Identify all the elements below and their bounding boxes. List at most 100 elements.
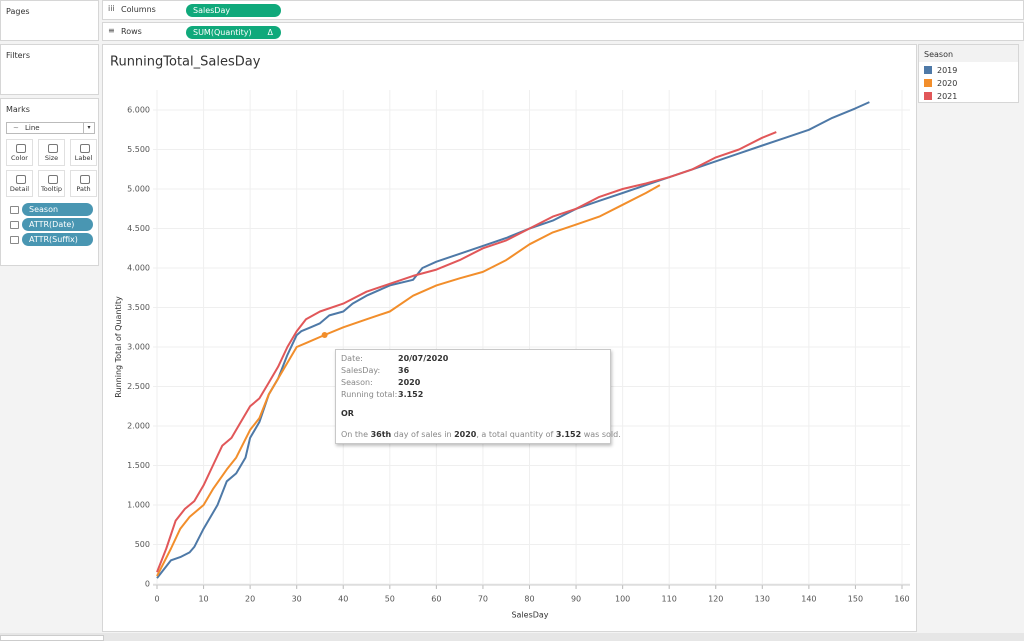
x-tick-label: 130 — [755, 595, 770, 604]
legend-title: Season — [924, 50, 954, 59]
marks-title: Marks — [6, 105, 30, 114]
tooltip-value: 20/07/2020 — [398, 354, 449, 363]
rows-label: Rows — [121, 27, 142, 36]
mark-button[interactable]: Path — [70, 170, 97, 197]
tooltip-sentence-part: was sold. — [581, 430, 621, 439]
x-tick-label: 50 — [385, 595, 395, 604]
columns-label: Columns — [121, 5, 156, 14]
x-tick-label: 160 — [894, 595, 909, 604]
x-tick-label: 150 — [848, 595, 863, 604]
mark-button-icon — [48, 144, 58, 153]
filters-title: Filters — [6, 51, 30, 60]
y-tick-label: 500 — [135, 540, 150, 549]
legend-entry[interactable]: 2021 — [924, 91, 957, 102]
columns-pill[interactable]: SalesDay — [186, 4, 281, 17]
mark-button[interactable]: Label — [70, 139, 97, 166]
x-tick-label: 110 — [662, 595, 677, 604]
x-tick-label: 10 — [198, 595, 208, 604]
x-tick-label: 60 — [431, 595, 441, 604]
x-tick-label: 80 — [524, 595, 534, 604]
x-tick-label: 0 — [154, 595, 159, 604]
tooltip-key: Season: — [341, 378, 373, 387]
tooltip-sentence-part: 2020 — [454, 430, 477, 439]
pages-title: Pages — [6, 7, 30, 16]
mark-button-icon — [48, 175, 58, 184]
mark-button-label: Label — [74, 154, 93, 162]
mark-pill-icon — [10, 236, 19, 244]
y-tick-label: 2.000 — [127, 422, 150, 431]
tooltip-key: Running total: — [341, 390, 398, 399]
x-tick-label: 100 — [615, 595, 630, 604]
legend-swatch — [924, 92, 932, 100]
x-tick-label: 40 — [338, 595, 348, 604]
y-tick-label: 3.500 — [127, 303, 150, 312]
tooltip-sentence-part: On the — [341, 430, 371, 439]
legend: Season 2019 2020 2021 — [918, 44, 1019, 103]
tooltip-row: SalesDay: 36 — [341, 366, 409, 375]
sheet-tabs — [0, 633, 1024, 641]
filters-panel: Filters — [0, 44, 99, 95]
mark-pill[interactable]: ATTR(Suffix) — [22, 233, 93, 246]
y-tick-label: 1.000 — [127, 501, 150, 510]
rows-pill[interactable]: SUM(Quantity) Δ — [186, 26, 281, 39]
mark-button[interactable]: Detail — [6, 170, 33, 197]
legend-label: 2020 — [937, 79, 958, 88]
mark-button-label: Path — [76, 185, 91, 193]
y-axis-label: Running Total of Quantity — [114, 296, 123, 398]
rows-shelf: ≡ Rows SUM(Quantity) Δ — [102, 22, 1024, 41]
tooltip-value: 2020 — [398, 378, 421, 387]
legend-entry[interactable]: 2020 — [924, 78, 957, 89]
mark-button[interactable]: Tooltip — [38, 170, 65, 197]
x-axis-label: SalesDay — [511, 611, 548, 620]
mark-pill[interactable]: Season — [22, 203, 93, 216]
y-tick-label: 0 — [145, 580, 150, 589]
tooltip-key: Date: — [341, 354, 363, 363]
y-tick-label: 5.000 — [127, 185, 150, 194]
tooltip-value: 3.152 — [398, 390, 424, 399]
x-tick-label: 90 — [571, 595, 581, 604]
y-tick-label: 1.500 — [127, 461, 150, 470]
y-tick-label: 4.000 — [127, 264, 150, 273]
x-tick-label: 120 — [708, 595, 723, 604]
legend-label: 2021 — [937, 92, 958, 101]
y-tick-label: 3.000 — [127, 343, 150, 352]
mark-pill-icon — [10, 221, 19, 229]
tooltip-sentence-part: day of sales in — [391, 430, 455, 439]
marks-panel: Marks ~ Line ▾ Color Size Label Detail Toolt… — [0, 98, 99, 266]
tooltip-value: 36 — [398, 366, 410, 375]
y-tick-label: 6.000 — [127, 106, 150, 115]
y-tick-label: 5.500 — [127, 145, 150, 154]
series-line — [156, 131, 777, 573]
mark-type-dropdown[interactable]: ~ Line ▾ — [6, 122, 95, 134]
columns-shelf: iii Columns SalesDay — [102, 0, 1024, 20]
mark-button[interactable]: Size — [38, 139, 65, 166]
tooltip-row: Running total:3.152 — [341, 390, 423, 399]
mark-button-label: Tooltip — [40, 185, 63, 193]
mark-pill[interactable]: ATTR(Date) — [22, 218, 93, 231]
rows-pill-text: SUM(Quantity) — [193, 28, 252, 37]
tooltip-key: SalesDay: — [341, 366, 381, 375]
tooltip-sentence: On the 36th day of sales in 2020, a tota… — [341, 430, 621, 439]
hover-point — [321, 331, 328, 338]
legend-swatch — [924, 79, 932, 87]
x-tick-label: 30 — [292, 595, 302, 604]
mark-button-icon — [16, 175, 26, 184]
tooltip-sentence-part: 36th — [370, 430, 392, 439]
tooltip-sentence-part: , a total quantity of — [476, 430, 556, 439]
mark-type: Line — [25, 124, 40, 132]
legend-label: 2019 — [937, 66, 958, 75]
legend-entry[interactable]: 2019 — [924, 65, 957, 76]
x-tick-label: 140 — [801, 595, 816, 604]
mark-button-icon — [16, 144, 26, 153]
legend-swatch — [924, 66, 932, 74]
series-line — [156, 101, 870, 579]
y-tick-label: 2.500 — [127, 382, 150, 391]
mark-button[interactable]: Color — [6, 139, 33, 166]
tooltip-or: OR — [341, 409, 354, 418]
mark-button-label: Color — [11, 154, 28, 162]
rows-pill-icon: Δ — [267, 28, 273, 37]
x-tick-label: 70 — [478, 595, 488, 604]
mark-button-icon — [80, 175, 90, 184]
chart-panel — [102, 44, 917, 632]
mark-pill-icon — [10, 206, 19, 214]
